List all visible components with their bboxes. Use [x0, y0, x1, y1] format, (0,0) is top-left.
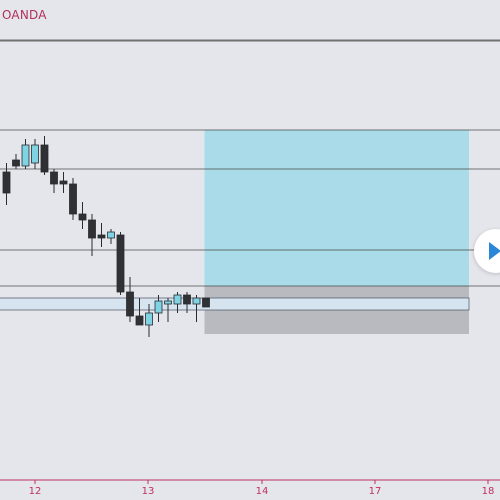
candle-body-1: [12, 159, 20, 167]
candle-body-21: [202, 297, 210, 308]
broker-label: OANDA: [2, 8, 47, 22]
candle-body-7: [69, 183, 77, 215]
x-tick-label-4: 18: [482, 486, 495, 497]
candle-body-12: [116, 234, 125, 293]
candle-body-15: [145, 312, 153, 326]
candle-body-5: [50, 171, 58, 185]
x-tick-label-1: 13: [142, 486, 155, 497]
candle-body-6: [59, 180, 68, 185]
x-tick-label-3: 17: [369, 486, 382, 497]
candle-body-19: [183, 294, 191, 305]
candle-body-13: [126, 291, 134, 317]
candle-body-3: [31, 144, 39, 164]
target-zone: [204, 130, 469, 286]
entry-box: [0, 297, 470, 311]
candle-body-20: [192, 297, 201, 305]
x-tick-label-2: 14: [256, 486, 269, 497]
candle-body-17: [164, 300, 172, 305]
candle-body-2: [21, 144, 30, 167]
candle-body-11: [107, 231, 115, 239]
play-icon: [489, 242, 500, 260]
candle-body-10: [97, 234, 106, 239]
candle-body-18: [173, 294, 182, 305]
candle-body-16: [154, 300, 163, 314]
candle-body-4: [40, 144, 49, 173]
candle-body-8: [78, 213, 87, 221]
candle-body-0: [2, 171, 11, 194]
x-tick-label-0: 12: [29, 486, 42, 497]
candle-body-9: [88, 219, 96, 239]
candle-body-14: [135, 315, 144, 326]
